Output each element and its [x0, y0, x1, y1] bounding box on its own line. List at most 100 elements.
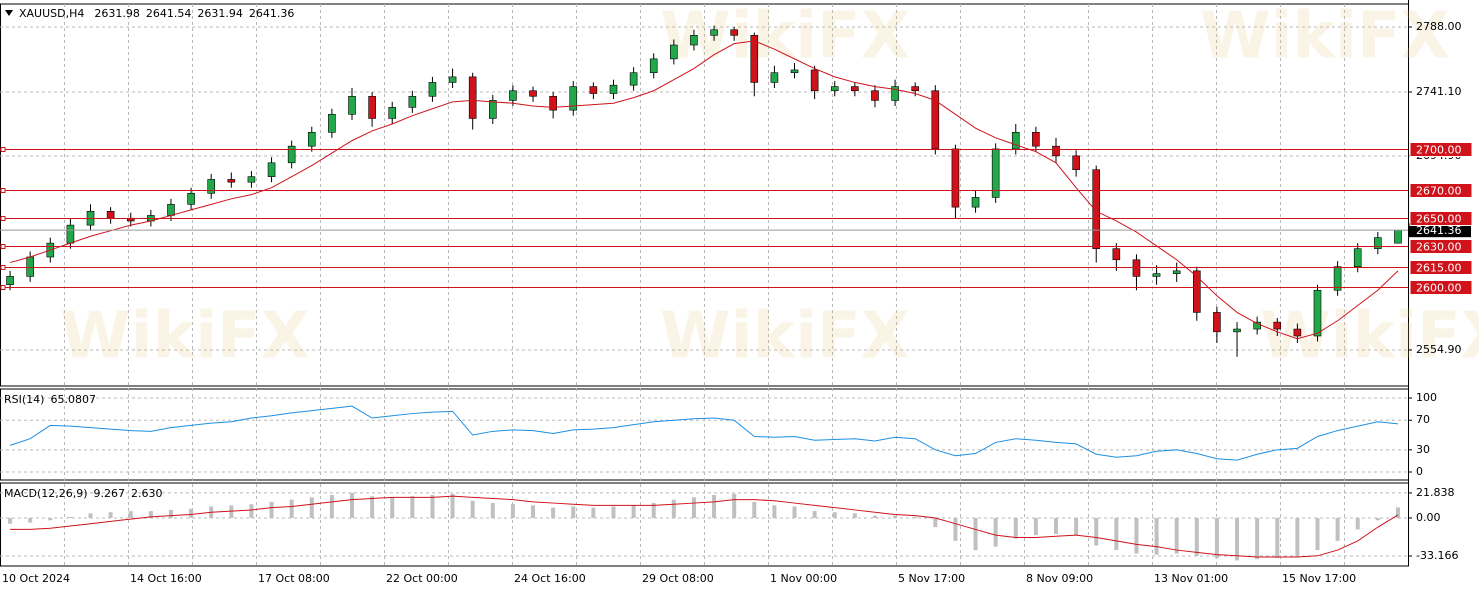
macd-header: MACD(12,26,9) 9.267 2.630 [4, 487, 163, 500]
macd-bar [1235, 517, 1240, 561]
macd-bar [1335, 517, 1340, 541]
x-tick-label: 8 Nov 09:00 [1026, 572, 1093, 585]
symbol-header: XAUUSD,H4 2631.98 2641.54 2631.94 2641.36 [19, 7, 294, 20]
level-anchor [0, 147, 6, 152]
macd-bar [450, 493, 455, 518]
candle-body [167, 204, 175, 216]
header-close: 2641.36 [249, 7, 295, 20]
macd-bar [1154, 517, 1159, 555]
candle-body [871, 90, 879, 101]
watermark: WikiFX [660, 300, 910, 374]
macd-bar [108, 512, 113, 518]
x-tick-label: 15 Nov 17:00 [1282, 572, 1356, 585]
background-layer: WikiFX WikiFX WikiFX WikiFX WikiFX [0, 0, 1479, 567]
candle-body [1233, 328, 1241, 333]
macd-bar [571, 506, 576, 518]
candle-body [1353, 248, 1362, 268]
macd-value: 9.267 [94, 487, 126, 500]
macd-bar [732, 493, 737, 518]
macd-bar [1315, 517, 1320, 551]
symbol-arrow [5, 10, 13, 16]
macd-bar [712, 495, 717, 518]
candle-body [1333, 266, 1342, 291]
watermark: WikiFX [1260, 300, 1479, 374]
level-label: 2650.00 [1416, 213, 1462, 226]
macd-bar [531, 505, 536, 518]
macd-bar [1033, 517, 1038, 536]
macd-bar [651, 503, 656, 518]
header-high: 2641.54 [146, 7, 192, 20]
candle-body [247, 176, 256, 183]
level-anchor [0, 265, 6, 270]
candle-body [670, 44, 678, 60]
candle-body [589, 86, 598, 94]
macd-bar [1134, 517, 1139, 554]
macd-bar [1054, 517, 1058, 535]
candle-body [569, 86, 578, 111]
y-tick-label: -33.166 [1416, 549, 1458, 562]
candle-body [991, 148, 1000, 198]
level-label: 2670.00 [1416, 185, 1462, 198]
candle-body [750, 35, 759, 83]
candle-body [951, 148, 960, 208]
level-box [1409, 211, 1473, 226]
macd-bar [189, 508, 194, 518]
macd-bar [350, 492, 354, 518]
level-anchor [0, 188, 6, 193]
rsi-value: 65.0807 [50, 393, 96, 406]
macd-bar [933, 517, 938, 528]
candle-body [891, 86, 899, 101]
x-tick-label: 24 Oct 16:00 [514, 572, 586, 585]
y-tick-label: 70 [1416, 413, 1430, 426]
macd-bar [1255, 517, 1260, 560]
macd-bar [370, 496, 375, 518]
macd-bar [671, 499, 676, 518]
level-box [1409, 142, 1473, 157]
candle-body [790, 69, 799, 74]
candle-body [690, 35, 698, 46]
candle-body [267, 162, 276, 177]
macd-bar [752, 501, 757, 518]
watermark: WikiFX [660, 0, 910, 74]
level-anchor [0, 216, 6, 221]
macd-bar [852, 513, 857, 518]
macd-bar [470, 500, 475, 518]
macd-bar [691, 497, 696, 518]
level-anchor [0, 285, 6, 290]
candle-body [649, 58, 658, 74]
macd-bar [1174, 517, 1179, 554]
candle-body [408, 95, 417, 108]
macd-bar [430, 495, 435, 518]
macd-bar [893, 515, 898, 518]
macd-bar [1275, 517, 1280, 559]
level-box [1409, 239, 1473, 254]
candle-body [1374, 237, 1382, 249]
macd-bar [490, 503, 495, 518]
candle-body [468, 76, 477, 119]
macd-bar [329, 495, 334, 518]
candle-body [931, 90, 940, 150]
candle-body [851, 86, 859, 92]
macd-bar [510, 504, 515, 518]
moving-average [9, 40, 1399, 340]
candle-body [287, 145, 296, 164]
x-tick-label: 5 Nov 17:00 [898, 572, 965, 585]
level-label: 2630.00 [1416, 241, 1462, 254]
macd-bar [973, 517, 978, 551]
candle-body [6, 276, 14, 286]
rsi-name: RSI(14) [4, 393, 44, 406]
candle-body [1394, 229, 1402, 244]
macd-bar [1214, 517, 1219, 559]
y-tick-label: 2554.90 [1416, 343, 1462, 356]
macd-bar [8, 517, 13, 524]
candle-body [609, 84, 618, 94]
macd-name: MACD(12,26,9) [4, 487, 88, 500]
candle-body [106, 210, 115, 219]
y-tick-label: 2741.10 [1416, 85, 1462, 98]
candle-body [810, 69, 819, 92]
x-tick-label: 1 Nov 00:00 [770, 572, 837, 585]
macd-bar [591, 507, 596, 518]
macd-bar [229, 505, 234, 518]
candle-body [368, 95, 376, 119]
